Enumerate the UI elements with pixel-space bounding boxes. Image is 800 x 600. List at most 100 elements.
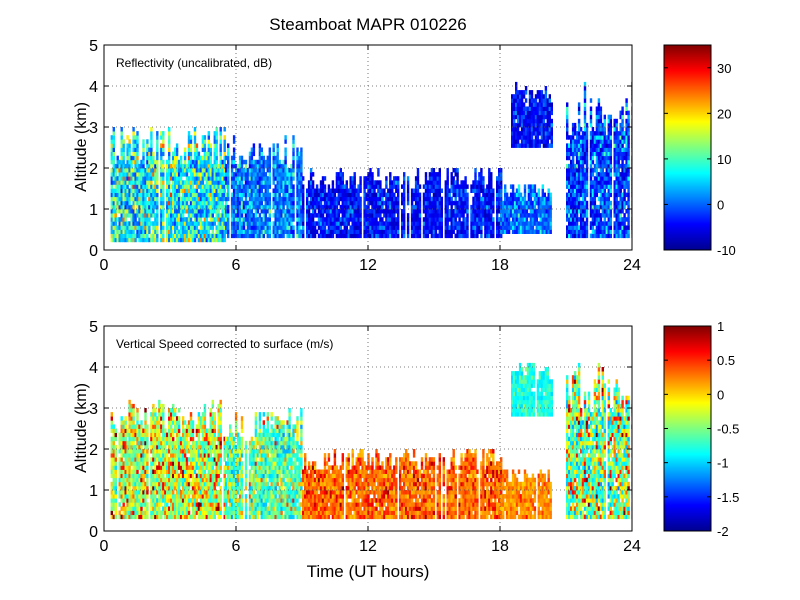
echo-cell: [276, 188, 279, 193]
echo-cell: [524, 118, 528, 124]
echo-cell: [217, 176, 220, 181]
echo-cell: [454, 233, 457, 239]
echo-cell: [517, 204, 521, 210]
echo-cell: [120, 204, 123, 210]
echo-cell: [266, 155, 269, 161]
echo-cell: [550, 102, 553, 107]
echo-cell: [476, 217, 479, 222]
echo-cell: [266, 233, 269, 239]
echo-cell: [256, 192, 260, 198]
echo-cell: [430, 221, 434, 226]
echo-cell: [130, 461, 133, 466]
echo-cell: [236, 163, 240, 169]
echo-cell: [515, 221, 519, 226]
echo-cell: [609, 127, 612, 132]
echo-cell: [391, 200, 394, 206]
echo-cell: [306, 221, 309, 226]
echo-cell: [547, 229, 550, 234]
echo-cell: [329, 196, 333, 202]
echo-cell: [377, 229, 380, 234]
echo-cell: [599, 180, 603, 185]
echo-cell: [524, 106, 528, 111]
echo-cell: [134, 168, 137, 173]
echo-cell: [500, 209, 503, 214]
echo-cell: [122, 453, 125, 458]
echo-cell: [240, 159, 244, 165]
echo-cell: [268, 221, 271, 226]
echo-cell: [191, 168, 195, 173]
echo-cell: [110, 481, 113, 487]
echo-cell: [515, 139, 518, 144]
echo-cell: [585, 155, 589, 161]
echo-cell: [116, 180, 119, 185]
echo-cell: [146, 233, 149, 239]
echo-cell: [597, 147, 601, 152]
echo-cell: [170, 213, 173, 218]
echo-cell: [603, 155, 606, 161]
echo-cell: [349, 180, 352, 185]
echo-cell: [292, 168, 295, 173]
echo-cell: [116, 225, 119, 230]
echo-cell: [593, 221, 597, 226]
echo-cell: [333, 209, 337, 214]
echo-cell: [472, 229, 475, 234]
echo-cell: [172, 209, 175, 214]
echo-cell: [617, 176, 620, 181]
echo-cell: [583, 90, 587, 95]
echo-cell: [260, 155, 263, 161]
echo-cell: [583, 102, 587, 107]
echo-cell: [126, 200, 129, 206]
echo-cell: [581, 213, 585, 218]
echo-cell: [403, 221, 406, 226]
echo-cell: [367, 225, 370, 230]
echo-cell: [533, 192, 537, 198]
echo-cell: [128, 502, 131, 507]
echo-cell: [426, 192, 430, 198]
echo-cell: [589, 135, 593, 140]
echo-cell: [156, 135, 159, 140]
echo-cell: [150, 237, 153, 243]
echo-cell: [515, 192, 519, 198]
echo-cell: [122, 473, 125, 479]
echo-cell: [450, 225, 453, 230]
echo-cell: [274, 172, 277, 177]
echo-cell: [174, 213, 177, 218]
echo-cell: [412, 221, 416, 226]
echo-cell: [242, 200, 246, 206]
echo-cell: [225, 192, 228, 198]
echo-cell: [529, 221, 533, 226]
echo-cell: [207, 237, 210, 243]
echo-cell: [124, 514, 127, 520]
echo-cell: [397, 221, 400, 226]
echo-cell: [118, 229, 121, 234]
echo-cell: [114, 457, 117, 462]
echo-cell: [179, 184, 183, 189]
echo-cell: [223, 196, 226, 202]
echo-cell: [623, 184, 626, 189]
echo-cell: [450, 233, 453, 239]
echo-cell: [298, 159, 301, 165]
echo-cell: [357, 204, 360, 210]
echo-cell: [126, 444, 129, 450]
echo-cell: [363, 225, 366, 230]
echo-cell: [219, 184, 222, 189]
echo-cell: [246, 192, 250, 198]
echo-cell: [430, 204, 434, 210]
echo-cell: [517, 192, 521, 198]
echo-cell: [274, 229, 277, 234]
echo-cell: [174, 188, 177, 193]
echo-cell: [422, 233, 426, 239]
echo-cell: [152, 168, 155, 173]
echo-cell: [142, 204, 145, 210]
echo-cell: [282, 229, 285, 234]
echo-cell: [444, 229, 447, 234]
echo-cell: [577, 135, 581, 140]
echo-cell: [530, 118, 534, 124]
echo-cell: [207, 192, 210, 198]
echo-cell: [531, 200, 535, 206]
echo-cell: [156, 225, 159, 230]
echo-cell: [219, 229, 222, 234]
echo-cell: [286, 176, 289, 181]
echo-cell: [570, 217, 573, 222]
echo-cell: [118, 159, 121, 165]
